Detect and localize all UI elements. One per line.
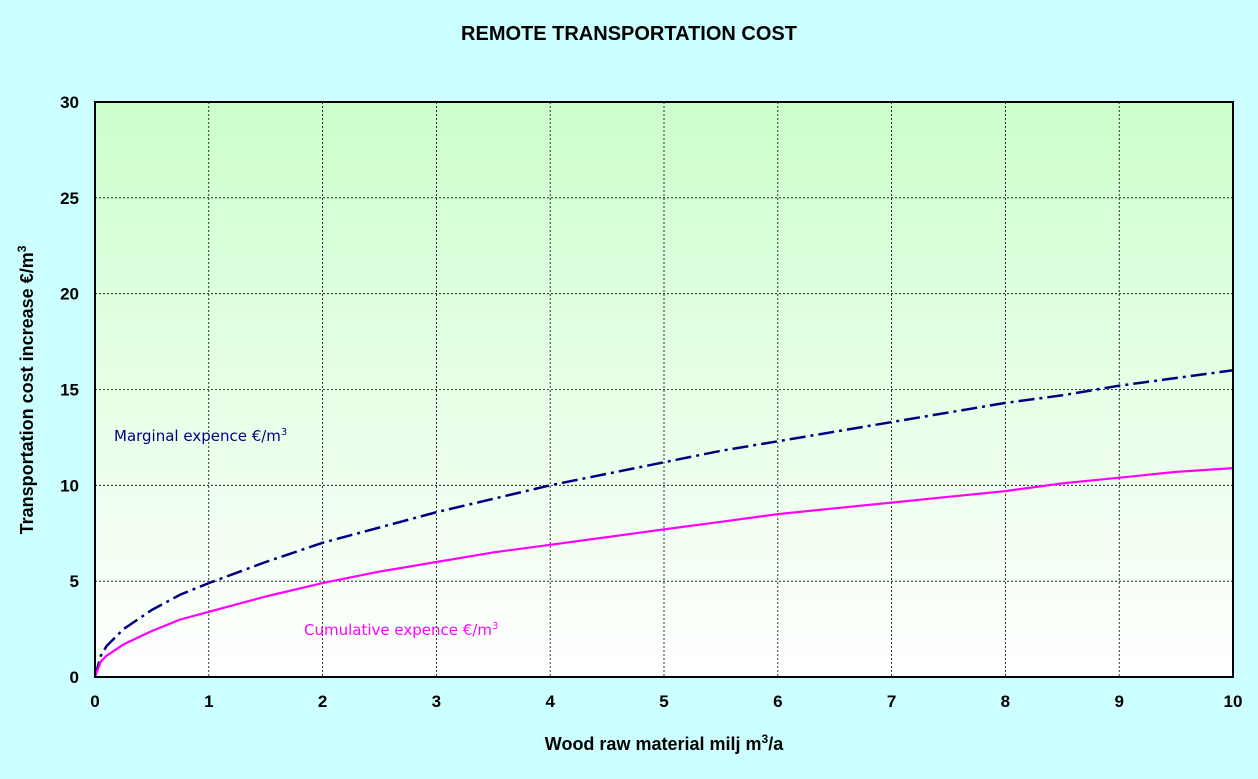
y-tick-label: 20 xyxy=(60,285,79,304)
series-lines xyxy=(93,369,1234,678)
x-tick-label: 6 xyxy=(773,692,782,711)
x-tick-label: 8 xyxy=(1001,692,1010,711)
x-axis-title: Wood raw material milj m3/a xyxy=(545,732,784,754)
x-tick-label: 1 xyxy=(204,692,213,711)
y-tick-label: 10 xyxy=(60,476,79,495)
x-tick-label: 9 xyxy=(1114,692,1123,711)
x-tick-label: 2 xyxy=(318,692,327,711)
chart-title: REMOTE TRANSPORTATION COST xyxy=(461,23,797,45)
gridlines xyxy=(95,102,1233,677)
x-tick-label: 3 xyxy=(432,692,441,711)
x-tick-label: 0 xyxy=(90,692,99,711)
plot-frame xyxy=(94,101,1234,678)
x-tick-label: 4 xyxy=(545,692,555,711)
y-tick-label: 0 xyxy=(70,668,79,687)
series-line-cumulative xyxy=(93,467,1234,678)
series-line-marginal xyxy=(93,369,1234,678)
y-tick-label: 15 xyxy=(60,381,79,400)
x-tick-label: 7 xyxy=(887,692,896,711)
x-tick-label: 10 xyxy=(1224,692,1243,711)
tick-labels: 0 1 2 3 4 5 6 7 8 9 10 0 5 10 15 20 25 30 xyxy=(60,93,1242,711)
y-axis-title: Transportation cost increase €/m3 xyxy=(15,245,37,534)
x-tick-label: 5 xyxy=(659,692,668,711)
y-tick-label: 5 xyxy=(70,572,79,591)
series-label-cumulative: Cumulative expence €/m3 xyxy=(304,621,498,639)
y-tick-label: 25 xyxy=(60,189,79,208)
y-tick-label: 30 xyxy=(60,93,79,112)
series-label-marginal: Marginal expence €/m3 xyxy=(114,427,287,445)
